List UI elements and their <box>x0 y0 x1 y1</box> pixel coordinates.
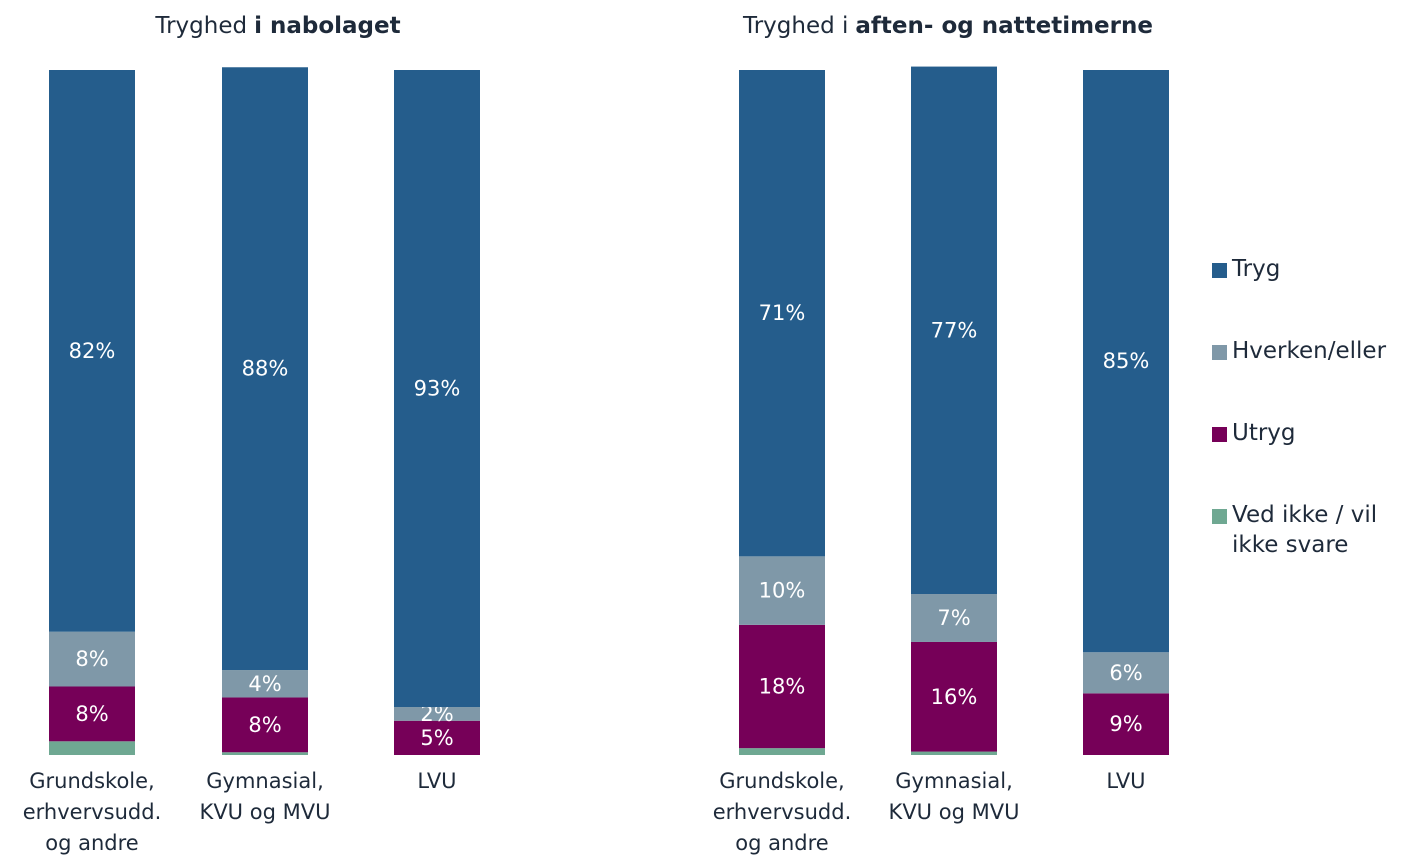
title-text: Tryghed i <box>742 13 848 39</box>
x-tick-label: LVU <box>417 769 456 793</box>
x-tick-label: erhvervsudd. <box>23 800 162 824</box>
bar-segment <box>394 70 480 708</box>
x-tick-label: Gymnasial, <box>895 769 1013 793</box>
legend-item: Ved ikke / vil ikke svare <box>1212 500 1427 582</box>
bar-segment <box>1083 652 1169 694</box>
legend-swatch <box>1212 427 1227 442</box>
bar-segment <box>49 741 135 755</box>
data-label: 8% <box>75 702 108 726</box>
x-tick-label: og andre <box>735 831 828 855</box>
data-label: 85% <box>1103 349 1150 373</box>
title-bold: i nabolaget <box>254 13 401 39</box>
x-tick-label: Grundskole, <box>719 769 845 793</box>
data-label: 10% <box>759 579 806 603</box>
legend-item: Utryg <box>1212 418 1427 500</box>
bar-segment <box>49 70 135 632</box>
data-label: 93% <box>414 377 461 401</box>
x-tick-label: Grundskole, <box>29 769 155 793</box>
legend-label: Hverken/eller <box>1232 338 1387 364</box>
legend-swatch <box>1212 263 1227 278</box>
legend-swatch <box>1212 509 1227 524</box>
bar-segment <box>911 66 997 595</box>
legend-item: Tryg <box>1212 254 1427 336</box>
data-label: 16% <box>931 685 978 709</box>
chart-title: Tryghed i nabolaget <box>154 13 400 39</box>
bar-segment <box>1083 70 1169 653</box>
legend-label: Tryg <box>1232 256 1281 282</box>
bar-segment <box>222 752 308 755</box>
data-label: 77% <box>931 318 978 342</box>
x-tick-label: og andre <box>45 831 138 855</box>
bar-segment <box>911 594 997 642</box>
data-label: 9% <box>1109 712 1142 736</box>
data-label: 71% <box>759 301 806 325</box>
title-text: Tryghed <box>154 13 247 39</box>
bar-segment <box>739 624 825 749</box>
bar-segment <box>49 631 135 687</box>
title-bold: aften- og nattetimerne <box>855 13 1153 39</box>
bar-segment <box>394 720 480 755</box>
bar-segment <box>911 751 997 755</box>
data-label: 82% <box>69 339 116 363</box>
legend-label: Ved ikke / vil ikke svare <box>1232 502 1378 558</box>
legend: Tryg Hverken/eller Utryg Ved ikke / vil ikk… <box>1212 254 1427 582</box>
bar-segment <box>739 748 825 755</box>
data-label: 5% <box>420 726 453 750</box>
bar-segment <box>911 641 997 752</box>
bar-segment <box>394 707 480 721</box>
data-label: 6% <box>1109 661 1142 685</box>
bar-segment <box>739 70 825 557</box>
bar-segment <box>222 697 308 753</box>
bar-segment <box>739 556 825 625</box>
x-tick-label: KVU og MVU <box>889 800 1020 824</box>
legend-label: Utryg <box>1232 420 1296 446</box>
x-tick-label: Gymnasial, <box>206 769 324 793</box>
bar-segment <box>222 670 308 698</box>
legend-swatch <box>1212 345 1227 360</box>
data-label: 8% <box>75 647 108 671</box>
chart-title: Tryghed i aften- og nattetimerne <box>742 13 1153 39</box>
data-label: 7% <box>937 606 970 630</box>
data-label: 88% <box>242 357 289 381</box>
data-label: 18% <box>759 675 806 699</box>
bar-segment <box>49 686 135 742</box>
x-tick-label: erhvervsudd. <box>713 800 852 824</box>
data-label: 8% <box>248 713 281 737</box>
x-tick-label: LVU <box>1106 769 1145 793</box>
bar-segment <box>1083 693 1169 755</box>
legend-item: Hverken/eller <box>1212 336 1427 418</box>
x-tick-label: KVU og MVU <box>200 800 331 824</box>
bar-segment <box>222 67 308 671</box>
data-label: 4% <box>248 672 281 696</box>
